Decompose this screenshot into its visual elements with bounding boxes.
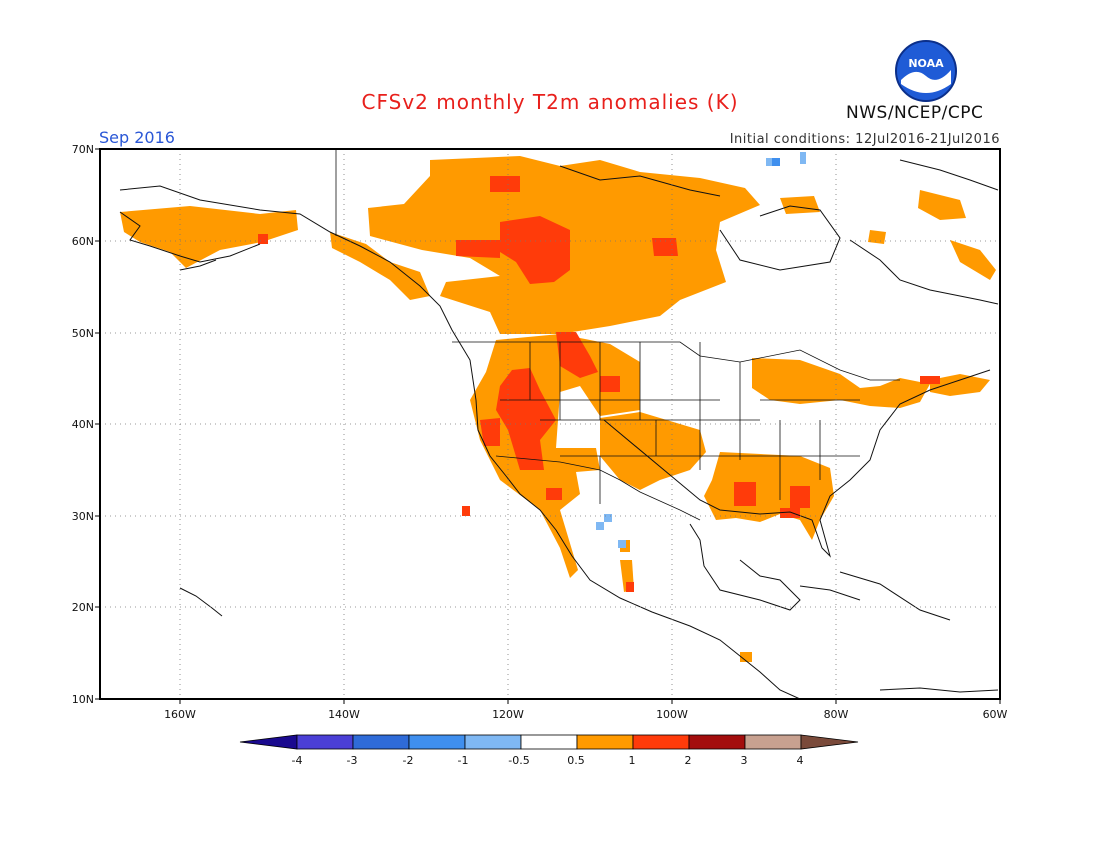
political-boundaries [335,150,900,521]
colorbar-segment [632,734,690,750]
colorbar-segment [296,734,354,750]
colorbar-segment [408,734,466,750]
anomaly-cool-regions [596,152,806,548]
colorbar-segment [744,734,802,750]
colorbar-segment [464,734,522,750]
lat-tick-30n: 30N [71,510,94,523]
lat-tick-60n: 60N [71,235,94,248]
forecast-month: Sep 2016 [99,128,175,147]
colorbar-label: -4 [291,754,303,767]
anomaly-hot-regions [258,176,940,592]
colorbar-label: 4 [796,754,804,767]
colorbar-label: 1 [628,754,636,767]
colorbar-right-arrow [800,734,859,750]
lon-tick-100w: 100W [656,708,688,721]
colorbar-label: -3 [346,754,358,767]
colorbar-label: -0.5 [508,754,530,767]
graticule [100,149,1000,699]
colorbar [239,734,859,750]
lat-tick-10n: 10N [71,693,94,706]
colorbar-segment [576,734,634,750]
lat-tick-50n: 50N [71,327,94,340]
colorbar-label: 2 [684,754,692,767]
colorbar-label: 3 [740,754,748,767]
logo-text: NOAA [908,57,944,70]
colorbar-segment [352,734,410,750]
colorbar-left-arrow [239,734,298,750]
lon-tick-60w: 60W [982,708,1008,721]
lat-tick-40n: 40N [71,418,94,431]
map-title: CFSv2 monthly T2m anomalies (K) [361,90,739,114]
lon-tick-80w: 80W [823,708,849,721]
colorbar-segment [688,734,746,750]
initial-conditions: Initial conditions: 12Jul2016-21Jul2016 [729,132,1000,147]
lon-tick-160w: 160W [164,708,196,721]
tick-marks [95,148,1001,704]
lon-tick-140w: 140W [328,708,360,721]
coastlines [119,159,999,699]
lon-tick-120w: 120W [492,708,524,721]
colorbar-label: -1 [457,754,469,767]
organization-label: NWS/NCEP/CPC [846,103,984,123]
colorbar-label: 0.5 [567,754,585,767]
colorbar-segment [520,734,578,750]
lat-tick-70n: 70N [71,143,94,156]
noaa-logo-icon: NOAA [895,40,957,102]
colorbar-label: -2 [402,754,414,767]
lat-tick-20n: 20N [71,601,94,614]
